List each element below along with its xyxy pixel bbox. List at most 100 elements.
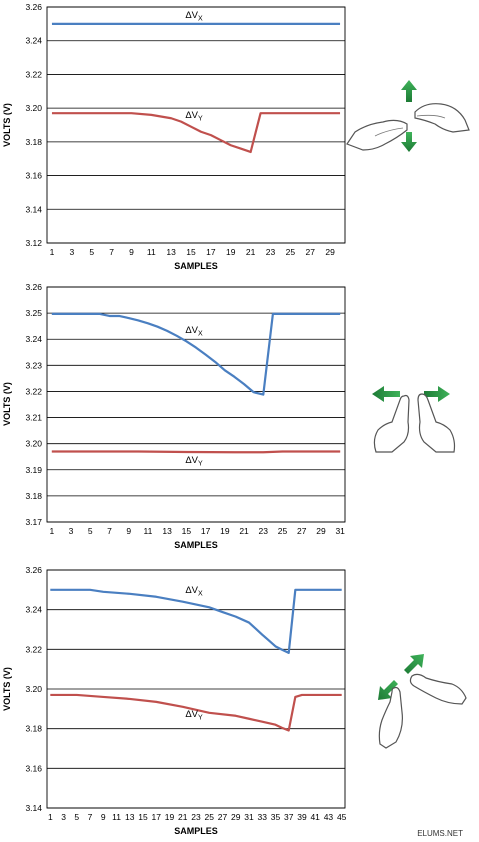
x-tick-label: 13 <box>166 247 176 257</box>
x-tick-label: 5 <box>74 812 79 822</box>
y-tick-label: 3.26 <box>25 2 42 12</box>
y-tick-label: 3.19 <box>25 465 42 475</box>
x-tick-label: 25 <box>286 247 296 257</box>
x-tick-label: 25 <box>278 526 288 536</box>
series-line-vy <box>51 112 341 154</box>
x-tick-label: 19 <box>226 247 236 257</box>
y-tick-label: 3.17 <box>25 517 42 527</box>
x-tick-label: 21 <box>239 526 249 536</box>
x-tick-label: 9 <box>126 526 131 536</box>
y-tick-label: 3.24 <box>25 605 42 615</box>
x-tick-label: 43 <box>324 812 334 822</box>
x-tick-label: 5 <box>88 526 93 536</box>
x-tick-label: 29 <box>325 247 335 257</box>
y-tick-label: 3.18 <box>25 724 42 734</box>
series-label-vx: ΔVX <box>185 585 203 598</box>
x-tick-label: 3 <box>61 812 66 822</box>
x-tick-label: 7 <box>109 247 114 257</box>
x-tick-label: 39 <box>297 812 307 822</box>
x-tick-label: 11 <box>144 526 153 536</box>
x-tick-label: 17 <box>201 526 211 536</box>
x-tick-label: 7 <box>107 526 112 536</box>
x-tick-label: 37 <box>284 812 294 822</box>
two-finger-vertical-swipe-icon <box>346 80 470 152</box>
y-tick-label: 3.24 <box>25 36 42 46</box>
series-line-vx <box>50 588 342 654</box>
chart-panel-2: 3.17 3.18 3.19 3.20 3.21 3.22 3.23 3.24 3.25 3.26… <box>2 282 346 550</box>
y-tick-label: 3.18 <box>25 491 42 501</box>
x-tick-label: 11 <box>147 247 156 257</box>
x-tick-label: 19 <box>220 526 230 536</box>
x-axis-label: SAMPLES <box>174 540 218 550</box>
y-tick-label: 3.20 <box>25 684 42 694</box>
x-tick-label: 23 <box>191 812 201 822</box>
x-tick-label: 11 <box>112 812 121 822</box>
plot-border <box>46 569 346 809</box>
x-tick-label: 15 <box>138 812 148 822</box>
watermark-text: ELUMS.NET <box>417 829 463 838</box>
x-tick-label: 31 <box>335 526 345 536</box>
series-label-vy: ΔVY <box>185 709 203 722</box>
y-tick-label: 3.26 <box>25 565 42 575</box>
plot-border <box>46 286 346 523</box>
x-axis-label: SAMPLES <box>174 826 218 836</box>
x-tick-label: 29 <box>231 812 241 822</box>
y-tick-label: 3.22 <box>25 69 42 79</box>
x-tick-label: 27 <box>218 812 228 822</box>
chart-panel-1: 3.123.143.163.183.203.223.243.261 3 5 7 9 11 1… <box>2 2 346 271</box>
x-tick-label: 1 <box>50 247 55 257</box>
y-tick-label: 3.14 <box>25 803 42 813</box>
x-tick-label: 33 <box>257 812 267 822</box>
chart-panel-3: 3.143.163.183.203.223.243.261 3 5 7 9 11 13 15 1… <box>2 565 347 836</box>
series-label-vy: ΔVY <box>185 455 203 468</box>
plot-border <box>46 6 346 244</box>
series-label-vx: ΔVX <box>185 10 203 23</box>
x-tick-label: 45 <box>337 812 347 822</box>
x-tick-label: 1 <box>49 526 54 536</box>
x-tick-label: 27 <box>305 247 315 257</box>
y-tick-label: 3.12 <box>25 238 42 248</box>
y-tick-label: 3.20 <box>25 439 42 449</box>
x-tick-label: 9 <box>129 247 134 257</box>
y-axis-label: VOLTS (V) <box>2 667 12 711</box>
x-tick-label: 23 <box>259 526 269 536</box>
y-tick-label: 3.22 <box>25 386 42 396</box>
x-tick-label: 1 <box>48 812 53 822</box>
x-tick-label: 9 <box>101 812 106 822</box>
y-tick-label: 3.25 <box>25 308 42 318</box>
y-tick-label: 3.26 <box>25 282 42 292</box>
x-tick-label: 15 <box>186 247 196 257</box>
x-tick-label: 15 <box>182 526 192 536</box>
y-axis-label: VOLTS (V) <box>2 103 12 147</box>
y-tick-label: 3.14 <box>25 204 42 214</box>
y-tick-label: 3.21 <box>25 413 42 423</box>
x-tick-label: 5 <box>89 247 94 257</box>
series-line-vy <box>50 693 342 732</box>
x-tick-label: 25 <box>205 812 215 822</box>
x-tick-label: 21 <box>178 812 188 822</box>
y-tick-label: 3.24 <box>25 334 42 344</box>
series-label-vx: ΔVX <box>185 325 203 338</box>
x-tick-label: 3 <box>69 247 74 257</box>
x-tick-label: 7 <box>88 812 93 822</box>
x-tick-label: 13 <box>125 812 135 822</box>
x-tick-label: 29 <box>316 526 326 536</box>
y-tick-label: 3.20 <box>25 103 42 113</box>
x-tick-label: 17 <box>206 247 216 257</box>
x-tick-label: 41 <box>310 812 320 822</box>
series-line-vy <box>51 450 341 454</box>
y-tick-label: 3.22 <box>25 644 42 654</box>
x-axis-label: SAMPLES <box>174 261 218 271</box>
x-tick-label: 21 <box>246 247 256 257</box>
x-tick-label: 27 <box>297 526 307 536</box>
two-finger-horizontal-spread-icon <box>372 386 456 453</box>
x-tick-label: 31 <box>244 812 254 822</box>
x-tick-label: 3 <box>69 526 74 536</box>
x-tick-label: 23 <box>266 247 276 257</box>
x-tick-label: 35 <box>271 812 281 822</box>
y-tick-label: 3.16 <box>25 171 42 181</box>
x-tick-label: 17 <box>152 812 162 822</box>
x-tick-label: 19 <box>165 812 175 822</box>
two-finger-diagonal-spread-icon <box>378 654 467 749</box>
